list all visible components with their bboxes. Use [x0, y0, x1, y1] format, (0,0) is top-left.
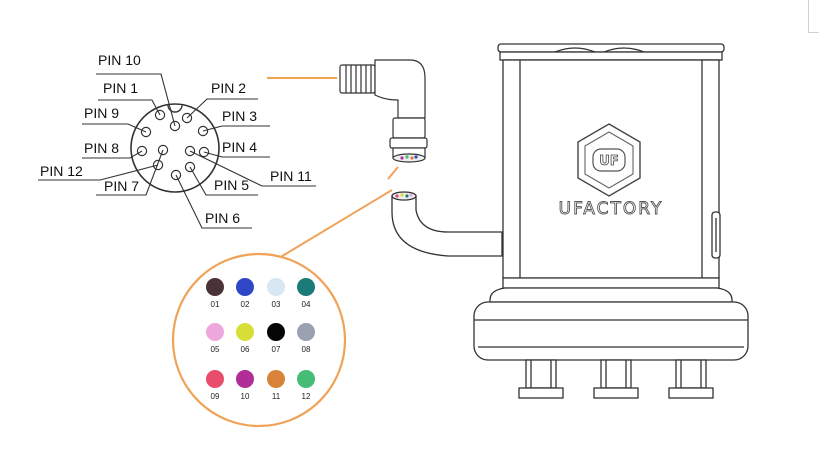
- pin-leader-lines: [38, 73, 316, 229]
- pin-9-label: PIN 9: [84, 105, 119, 121]
- pin-4-label: PIN 4: [222, 139, 257, 155]
- wire-color-number-10: 10: [241, 392, 250, 401]
- wire-color-number-11: 11: [272, 392, 281, 401]
- pin-2-label: PIN 2: [211, 80, 246, 96]
- pin-8-label: PIN 8: [84, 140, 119, 156]
- angled-connector: [339, 59, 428, 163]
- wire-color-dot-01: [206, 278, 224, 296]
- pin-7-label: PIN 7: [104, 178, 139, 194]
- wire-color-number-09: 09: [211, 392, 220, 401]
- device-feet: [518, 359, 714, 399]
- wire-color-dot-08: [297, 323, 315, 341]
- ufactory-logo-icon: [577, 123, 641, 197]
- page-edge-marker: [808, 0, 819, 33]
- wire-color-dot-07: [267, 323, 285, 341]
- zoom-lines: [278, 166, 399, 259]
- wire-color-number-04: 04: [302, 300, 311, 309]
- pin-5-label: PIN 5: [214, 177, 249, 193]
- pin-11-label: PIN 11: [270, 168, 312, 184]
- wire-color-dot-10: [236, 370, 254, 388]
- wire-color-dot-05: [206, 323, 224, 341]
- wire-color-dot-09: [206, 370, 224, 388]
- pin-1-label: PIN 1: [103, 80, 138, 96]
- wire-color-dot-06: [236, 323, 254, 341]
- logo-badge-text: UF: [599, 154, 618, 169]
- pin-3-label: PIN 3: [222, 108, 257, 124]
- wire-color-legend: [171, 252, 347, 428]
- pin-6-label: PIN 6: [205, 210, 240, 226]
- wire-color-number-02: 02: [241, 300, 250, 309]
- wire-color-number-06: 06: [241, 345, 250, 354]
- wire-color-dot-03: [267, 278, 285, 296]
- device-brand-name: UFACTORY: [559, 199, 664, 219]
- device-cable: [391, 191, 503, 257]
- wire-color-number-08: 08: [302, 345, 311, 354]
- wire-color-dot-12: [297, 370, 315, 388]
- wire-color-dot-04: [297, 278, 315, 296]
- connector-wire-ends: [400, 155, 418, 160]
- wire-color-number-05: 05: [211, 345, 220, 354]
- wire-color-dots: 01 02 03 04 05 06 07 08 09 10 11 12: [206, 278, 315, 401]
- pin-10-label: PIN 10: [98, 52, 141, 68]
- wire-color-number-07: 07: [272, 345, 281, 354]
- pin-12-label: PIN 12: [40, 163, 83, 179]
- wire-color-number-01: 01: [211, 300, 220, 309]
- wire-color-number-12: 12: [302, 392, 311, 401]
- connector-pin-face: [130, 103, 220, 193]
- wire-color-number-03: 03: [272, 300, 281, 309]
- wire-color-dot-02: [236, 278, 254, 296]
- cable-wire-ends: [395, 193, 413, 198]
- wire-color-dot-11: [267, 370, 285, 388]
